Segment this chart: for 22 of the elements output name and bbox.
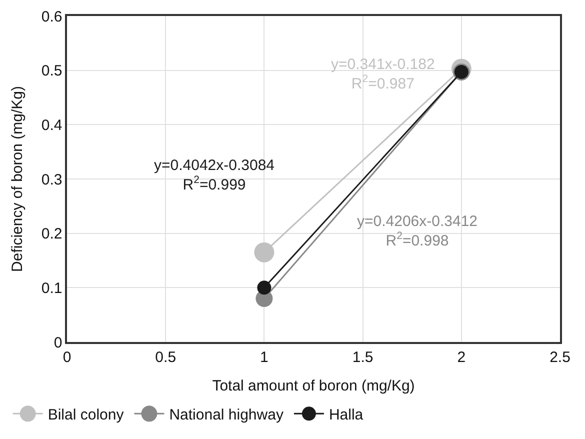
x-tick-label: 2 (457, 348, 466, 366)
legend-label: Bilal colony (48, 406, 124, 424)
annotation: y=0.4042x-0.3084 R$^{2}$=0.999 (154, 157, 275, 194)
y-tick-label: 0.6 (41, 8, 62, 26)
y-tick-label: 0.5 (41, 62, 62, 80)
y-tick-label: 0.2 (41, 226, 62, 243)
y-axis-title: Deficiency of boron (mg/Kg) (9, 86, 26, 272)
y-tick-label: 0.3 (41, 171, 62, 188)
y-tick-label: 0 (54, 334, 62, 352)
x-tick-label: 1.5 (352, 348, 374, 366)
point (257, 280, 272, 295)
point (254, 242, 274, 262)
y-tick-label: 0.1 (41, 280, 62, 297)
x-tick-label: 1 (260, 348, 268, 366)
x-axis-title: Total amount of boron (mg/Kg) (212, 377, 415, 394)
x-tick-label: 0.5 (155, 348, 176, 366)
legend-label: National highway (169, 406, 284, 424)
legend-label: Halla (328, 406, 364, 424)
annotation: y=0.4206x-0.3412 R$^{2}$=0.998 (357, 213, 478, 250)
y-tick-label: 0.4 (41, 116, 62, 134)
annotation: y=0.341x-0.182 R$^{2}$=0.987 (331, 56, 435, 92)
x-tick-label: 2.5 (550, 348, 570, 366)
